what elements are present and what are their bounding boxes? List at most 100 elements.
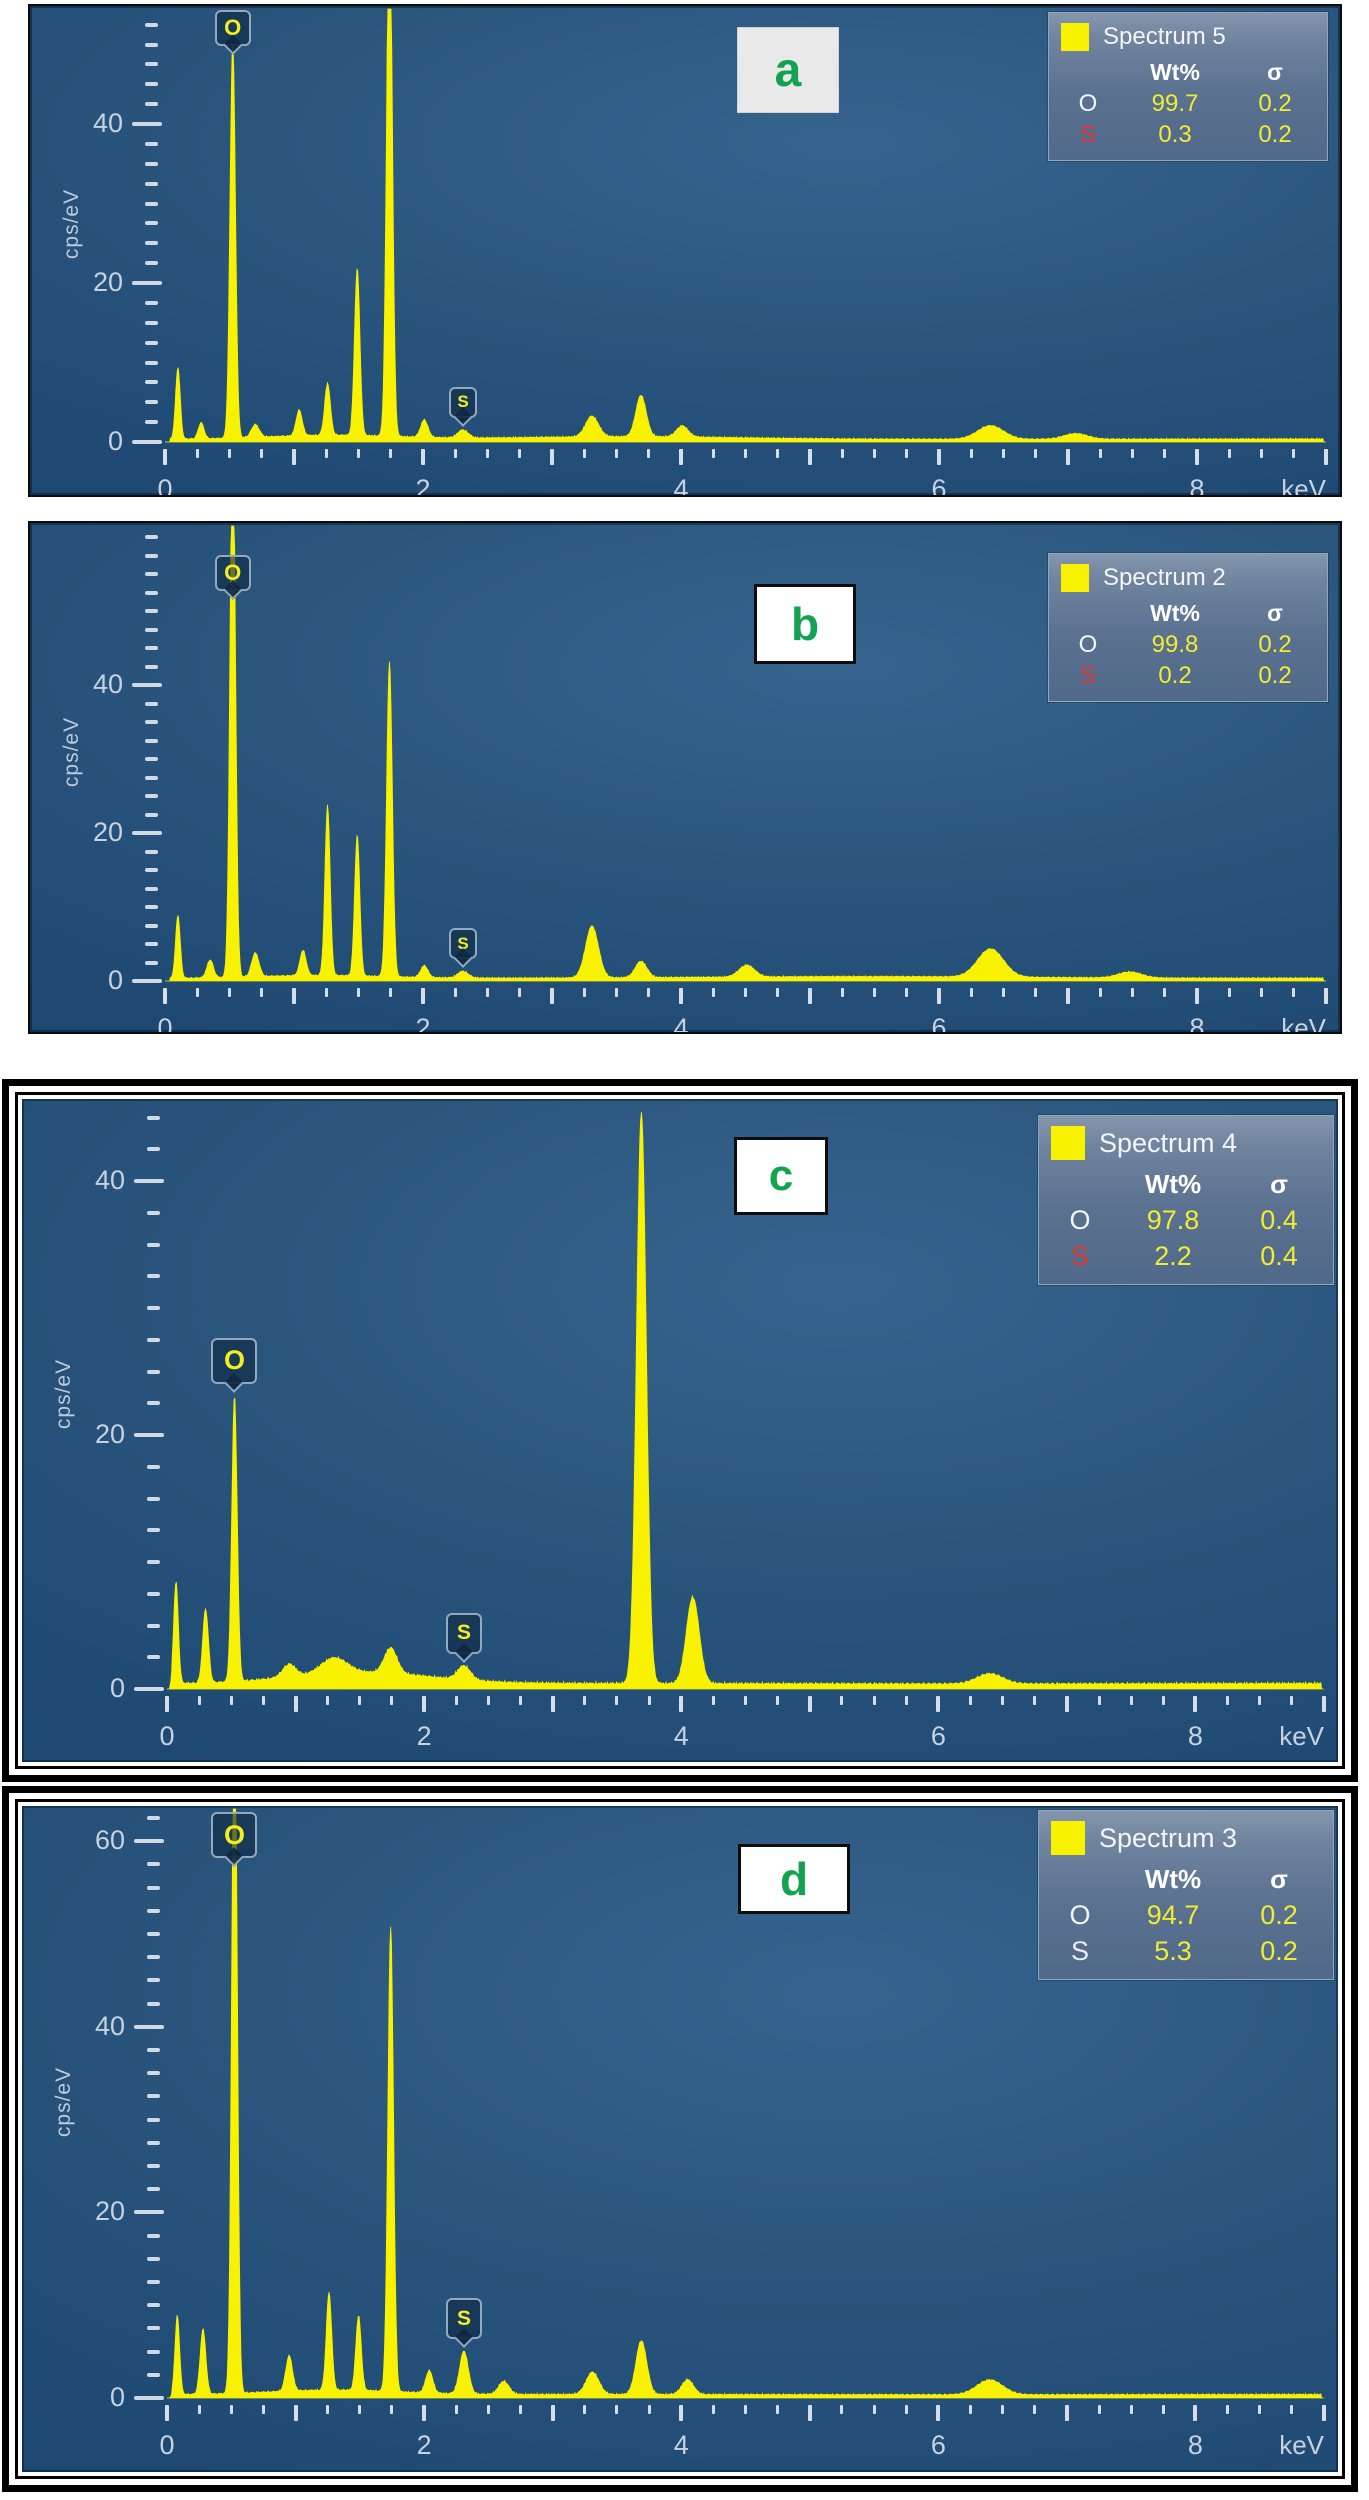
y-axis-tick (145, 535, 158, 539)
x-axis-tick (615, 449, 618, 458)
legend-header-sigma: σ (1270, 1863, 1288, 1894)
x-axis-tick (518, 449, 522, 458)
panel-inner-frame: cps/eV d Spectrum 3 Wt% σ O 94.7 0.2 S 5… (15, 1799, 1345, 2479)
y-axis-tick (147, 2071, 160, 2076)
panel-letter-badge: d (738, 1844, 850, 1914)
x-axis-tick (807, 1696, 812, 1712)
x-axis-tick (1097, 2405, 1101, 2414)
y-axis-tick (134, 2396, 164, 2400)
spectrum-plot (167, 1808, 1324, 2399)
x-axis-tick (1226, 2405, 1230, 2414)
y-axis-tick (145, 960, 158, 965)
x-axis-tick (647, 2405, 651, 2414)
x-axis-tick (229, 1696, 233, 1705)
y-axis-tick (147, 2048, 160, 2052)
x-axis-tick-label: 0 (159, 1721, 175, 1751)
element-symbol: S (1079, 120, 1096, 148)
x-axis-tick (228, 449, 231, 458)
x-axis-tick (936, 1696, 941, 1712)
y-axis-tick (147, 1978, 160, 1983)
y-axis-tick (147, 1464, 160, 1469)
element-wt-value: 5.3 (1154, 1935, 1192, 1966)
x-axis-tick (324, 449, 328, 458)
legend-title: Spectrum 5 (1103, 23, 1226, 50)
x-axis-tick (518, 988, 522, 997)
x-axis-tick (583, 1696, 587, 1705)
y-axis-tick (147, 1306, 160, 1310)
x-axis-tick (615, 988, 618, 997)
y-axis-tick (145, 701, 158, 706)
eds-spectrum-panel: cps/eV d Spectrum 3 Wt% σ O 94.7 0.2 S 5… (22, 1806, 1338, 2472)
x-axis-tick-label: 6 (931, 474, 947, 495)
marker-element-letter: S (456, 2306, 471, 2330)
y-axis-tick (145, 42, 158, 47)
y-axis-tick-label: 20 (94, 2196, 125, 2227)
legend-title: Spectrum 3 (1099, 1822, 1238, 1853)
x-axis-tick (1227, 449, 1231, 458)
y-axis-tick-label: 0 (109, 2382, 125, 2412)
y-axis-tick (147, 2001, 160, 2006)
panel-letter-text: d (779, 1853, 809, 1905)
x-axis-tick (807, 2405, 812, 2421)
y-axis-tick (145, 849, 158, 854)
legend-row-sulfur: S 5.3 0.2 (1051, 1933, 1321, 1969)
y-axis-tick-label: 40 (92, 669, 123, 699)
y-axis-tick (145, 62, 158, 67)
marker-element-letter: S (457, 933, 469, 953)
x-axis-tick (454, 1696, 458, 1705)
y-axis-tick (147, 1591, 160, 1596)
element-sigma-value: 0.2 (1260, 1935, 1298, 1966)
x-axis-tick (1324, 988, 1328, 1004)
x-axis-tick (550, 988, 554, 1004)
marker-element-letter: O (223, 1819, 245, 1850)
y-axis-tick (145, 812, 158, 817)
panel-letter-badge: c (734, 1137, 828, 1215)
x-axis-tick (1290, 2405, 1294, 2414)
x-axis-tick (904, 2405, 908, 2414)
legend-title-row: Spectrum 2 (1061, 564, 1315, 592)
element-symbol: S (1079, 661, 1096, 689)
y-axis-tick (145, 738, 158, 743)
y-axis-tick (147, 1885, 160, 1890)
element-wt-value: 99.8 (1151, 630, 1199, 658)
element-sigma-value: 0.4 (1260, 1204, 1298, 1235)
x-axis-tick (840, 1696, 844, 1705)
y-axis-tick (132, 281, 162, 285)
x-axis-tick (326, 2405, 330, 2414)
panel-heavy-frame: cps/eV c Spectrum 4 Wt% σ O 97.8 0.4 S 2… (2, 1079, 1358, 1782)
y-axis-tick (147, 1932, 160, 1936)
x-axis-tick (550, 2405, 555, 2421)
y-axis-tick-label: 0 (107, 965, 123, 995)
y-axis-tick (147, 2094, 160, 2099)
legend: Spectrum 4 Wt% σ O 97.8 0.4 S 2.2 0.4 (1038, 1115, 1334, 1285)
x-axis-unit-label: keV (1279, 2430, 1324, 2460)
x-axis-tick-label: 2 (416, 2430, 432, 2460)
x-axis-tick (1131, 988, 1134, 997)
x-axis-tick (357, 449, 360, 458)
x-axis-tick (1161, 2405, 1165, 2414)
y-axis-tick (147, 1369, 160, 1374)
y-axis-tick (147, 2372, 160, 2377)
element-symbol: O (1078, 630, 1098, 658)
y-axis-tick (147, 1560, 160, 1564)
x-axis-tick (165, 2405, 169, 2421)
legend: Spectrum 2 Wt% σ O 99.8 0.2 S 0.2 0.2 (1048, 553, 1328, 702)
legend-header-row: Wt% σ (1061, 598, 1315, 629)
legend-row-sulfur: S 2.2 0.4 (1051, 1238, 1321, 1274)
y-axis-tick (147, 1908, 160, 1913)
panel-letter-badge: b (754, 584, 856, 664)
element-sigma-value: 0.2 (1260, 1899, 1298, 1930)
x-axis-tick (969, 988, 973, 997)
y-axis-tick (145, 201, 158, 206)
x-axis-tick (293, 1696, 298, 1712)
eds-spectrum-panel: cps/eV a Spectrum 5 Wt% σ O 99.7 0.2 S 0… (30, 6, 1340, 495)
x-axis-tick (679, 988, 683, 1004)
y-axis-tick (134, 1179, 164, 1183)
y-axis-tick (147, 2187, 160, 2192)
y-axis-tick (134, 1687, 164, 1691)
x-axis-tick (647, 449, 651, 458)
legend-header-sigma: σ (1267, 59, 1283, 85)
y-axis-tick (145, 572, 158, 576)
y-axis-tick-label: 60 (94, 1825, 125, 1856)
